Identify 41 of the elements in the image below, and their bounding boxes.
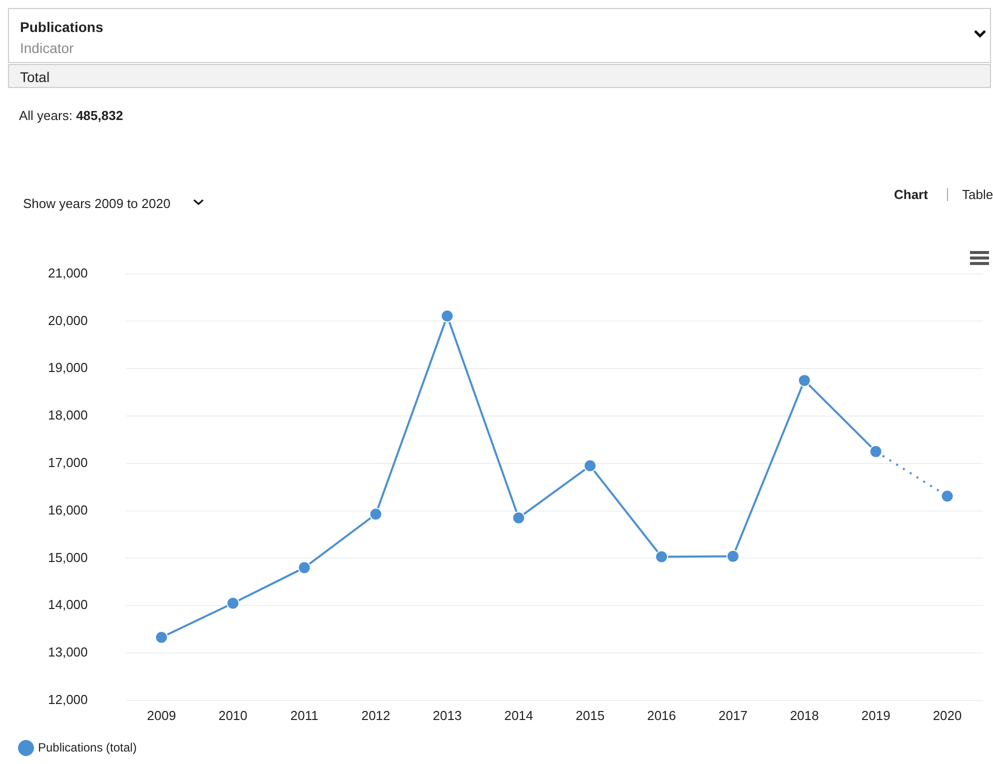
point bbox=[584, 459, 597, 472]
chart-subtitle: Indicator bbox=[20, 40, 74, 56]
y-tick-label: 21,000 bbox=[48, 265, 88, 280]
x-tick-label: 2017 bbox=[718, 708, 748, 723]
y-tick-label: 16,000 bbox=[48, 502, 88, 518]
x-tick-label: 2013 bbox=[432, 708, 462, 723]
x-tick-label: 2009 bbox=[147, 708, 176, 723]
y-tick-label: 17,000 bbox=[48, 454, 88, 470]
y-tick-label: 12,000 bbox=[48, 692, 88, 707]
chart-title: Publications bbox=[20, 19, 104, 35]
x-tick-label: 2019 bbox=[861, 708, 890, 723]
point bbox=[369, 508, 382, 521]
y-tick-label: 20,000 bbox=[48, 312, 88, 328]
x-tick-label: 2011 bbox=[290, 708, 318, 723]
y-tick-label: 19,000 bbox=[48, 360, 88, 376]
point bbox=[940, 490, 954, 503]
point bbox=[798, 374, 811, 387]
y-tick-label: 14,000 bbox=[48, 597, 88, 612]
point bbox=[154, 630, 168, 644]
text: Chart bbox=[894, 187, 928, 202]
x-tick-label: 2020 bbox=[932, 708, 962, 723]
x-tick-label: 2012 bbox=[361, 708, 390, 723]
x-tick-label: 2010 bbox=[218, 708, 248, 723]
x-tick-label: 2018 bbox=[790, 708, 819, 723]
point bbox=[726, 550, 740, 563]
x-tick-label: 2016 bbox=[647, 708, 676, 723]
text: Show years 2009 to 2020 bbox=[23, 196, 170, 211]
point bbox=[512, 511, 526, 524]
y-tick-label: 13,000 bbox=[48, 644, 88, 660]
legend-label: Publications (total) bbox=[38, 740, 137, 754]
y-tick-label: 18,000 bbox=[48, 408, 88, 423]
x-tick-label: 2015 bbox=[576, 708, 605, 723]
point bbox=[226, 596, 240, 610]
text: Total bbox=[8, 64, 991, 88]
point bbox=[655, 550, 668, 564]
point bbox=[298, 561, 311, 574]
point bbox=[440, 309, 454, 322]
x-tick-label: 2014 bbox=[504, 708, 534, 723]
text: Table bbox=[962, 187, 993, 202]
text: All years: 485,832 bbox=[19, 108, 124, 123]
y-tick-label: 15,000 bbox=[48, 550, 88, 565]
